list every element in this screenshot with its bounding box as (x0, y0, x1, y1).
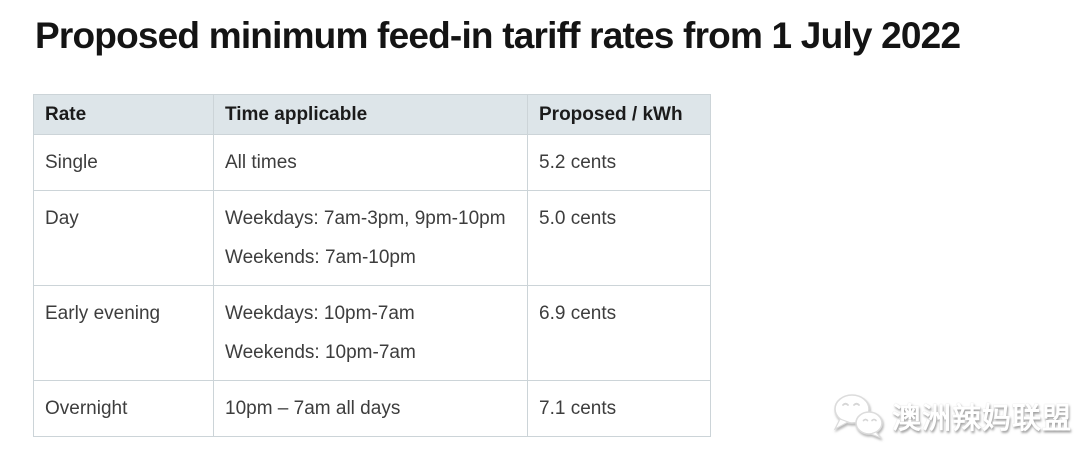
time-cell: All times (213, 134, 528, 191)
rate-cell: Single (33, 134, 214, 191)
table-row-overnight: Overnight 10pm – 7am all days 7.1 cents (33, 380, 711, 437)
rate-cell: Overnight (33, 380, 214, 437)
tariff-table: Rate Time applicable Proposed / kWh Sing… (33, 94, 711, 437)
page-title: Proposed minimum feed-in tariff rates fr… (35, 15, 961, 56)
wechat-icon (833, 394, 883, 439)
time-cell: Weekdays: 7am-3pm, 9pm-10pm Weekends: 7a… (213, 190, 528, 286)
time-line: All times (225, 152, 297, 173)
watermark-text: 澳洲辣妈联盟 (892, 402, 1073, 435)
rate-cell: Early evening (33, 285, 214, 381)
proposed-cell: 6.9 cents (527, 285, 711, 381)
time-line: 10pm – 7am all days (225, 398, 401, 419)
proposed-cell: 5.0 cents (527, 190, 711, 286)
column-header-rate: Rate (33, 94, 214, 135)
column-header-time-applicable: Time applicable (213, 94, 528, 135)
proposed-cell: 7.1 cents (527, 380, 711, 437)
table-row-day: Day Weekdays: 7am-3pm, 9pm-10pm Weekends… (33, 190, 711, 286)
table-row-single: Single All times 5.2 cents (33, 134, 711, 191)
table-row-early-evening: Early evening Weekdays: 10pm-7am Weekend… (33, 285, 711, 381)
time-cell: 10pm – 7am all days (213, 380, 528, 437)
watermark: 澳洲辣妈联盟 (831, 392, 1072, 439)
proposed-cell: 5.2 cents (527, 134, 711, 191)
time-cell: Weekdays: 10pm-7am Weekends: 10pm-7am (213, 285, 528, 381)
time-line: Weekdays: 7am-3pm, 9pm-10pm (225, 208, 506, 229)
table-header-row: Rate Time applicable Proposed / kWh (33, 94, 711, 135)
time-line: Weekdays: 10pm-7am (225, 303, 415, 324)
time-line: Weekends: 7am-10pm (225, 247, 416, 268)
time-line: Weekends: 10pm-7am (225, 342, 416, 363)
column-header-proposed-kwh: Proposed / kWh (527, 94, 711, 135)
rate-cell: Day (33, 190, 214, 286)
